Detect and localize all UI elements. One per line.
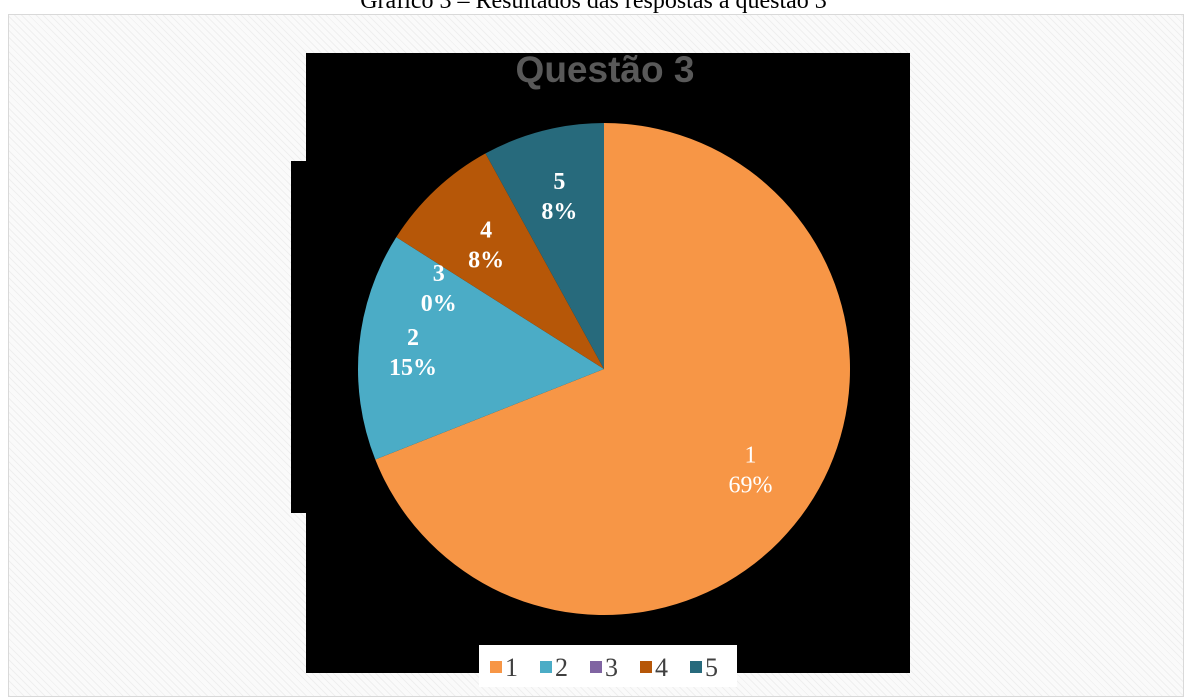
data-label-category: 3 <box>433 261 445 287</box>
data-label-percent: 15% <box>389 355 437 381</box>
data-label-3: 3 0% <box>421 261 457 317</box>
data-label-percent: 8% <box>468 247 504 273</box>
legend-swatch-5 <box>690 661 702 673</box>
data-label-2: 2 15% <box>389 325 437 381</box>
data-label-1: 1 69% <box>728 443 772 499</box>
chart-legend: 1 2 3 4 5 <box>490 653 718 682</box>
pie-slice-5 <box>485 123 604 369</box>
pie-slice-2 <box>358 237 604 460</box>
data-label-category: 4 <box>480 217 492 243</box>
legend-swatch-2 <box>540 661 552 673</box>
data-label-percent: 69% <box>728 473 772 499</box>
data-label-category: 2 <box>407 325 419 351</box>
data-label-category: 5 <box>553 169 565 195</box>
data-label-percent: 0% <box>421 291 457 317</box>
legend-swatch-3 <box>590 661 602 673</box>
chart-title: Questão 3 <box>516 49 695 90</box>
data-label-5: 5 8% <box>541 169 577 225</box>
pie-slices <box>358 123 850 615</box>
legend-label-2: 2 <box>555 653 568 682</box>
figure-caption: Gráfico 3 – Resultados das respostas à q… <box>360 0 827 14</box>
legend-label-3: 3 <box>605 653 618 682</box>
chart-black-panel-left-tab <box>291 161 311 513</box>
legend-label-5: 5 <box>705 653 718 682</box>
pie-data-labels: 1 69%2 15%3 0%4 8%5 8% <box>389 169 773 498</box>
legend-swatch-4 <box>640 661 652 673</box>
legend-label-4: 4 <box>655 653 668 682</box>
pie-slice-1 <box>375 123 850 615</box>
pie-slice-4 <box>396 153 604 369</box>
data-label-category: 1 <box>744 443 756 469</box>
legend-swatch-1 <box>490 661 502 673</box>
data-label-4: 4 8% <box>468 217 504 273</box>
data-label-percent: 8% <box>541 199 577 225</box>
legend-label-1: 1 <box>505 653 518 682</box>
